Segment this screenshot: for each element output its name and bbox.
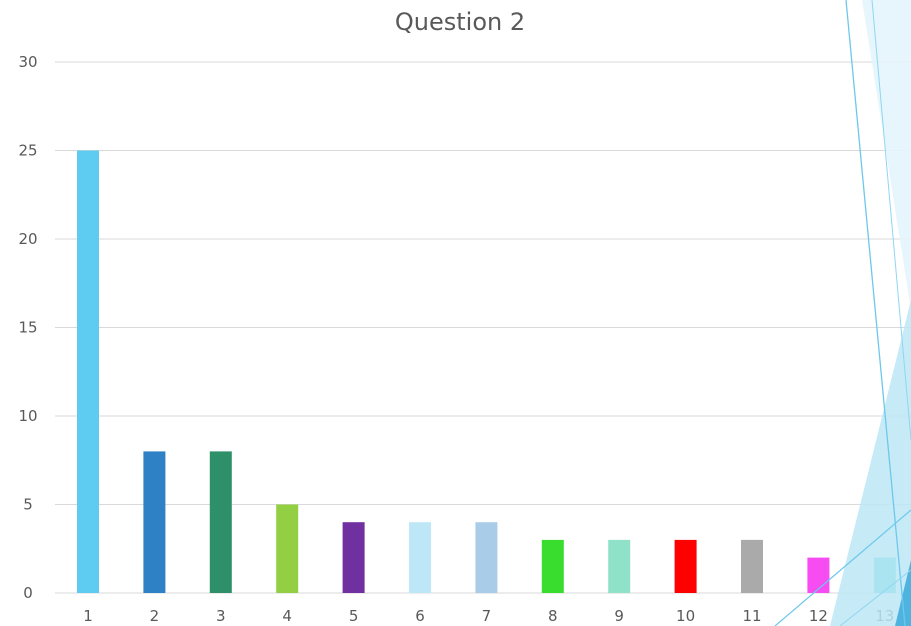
bar-8 bbox=[541, 539, 564, 593]
x-tick-label: 12 bbox=[809, 607, 828, 625]
x-tick-label: 3 bbox=[216, 607, 226, 625]
y-tick-label: 20 bbox=[18, 230, 37, 248]
x-tick-label: 2 bbox=[150, 607, 160, 625]
bar-13 bbox=[873, 557, 896, 593]
bar-1 bbox=[77, 150, 99, 593]
bar-9 bbox=[608, 539, 631, 593]
x-tick-label: 1 bbox=[83, 607, 93, 625]
y-axis-tick-labels: 0 5 10 15 20 25 30 bbox=[18, 53, 37, 602]
y-tick-label: 15 bbox=[18, 319, 37, 337]
y-tick-label: 10 bbox=[18, 407, 37, 425]
x-tick-label: 5 bbox=[349, 607, 359, 625]
bars bbox=[77, 150, 896, 593]
gridlines bbox=[55, 61, 911, 594]
x-tick-label: 11 bbox=[742, 607, 761, 625]
x-tick-label: 9 bbox=[614, 607, 624, 625]
x-tick-label: 7 bbox=[482, 607, 492, 625]
x-tick-label: 10 bbox=[676, 607, 695, 625]
x-tick-label: 4 bbox=[282, 607, 292, 625]
bar-12 bbox=[807, 557, 830, 593]
chart-title: Question 2 bbox=[394, 8, 526, 36]
bar-7 bbox=[475, 522, 498, 593]
bar-6 bbox=[409, 522, 431, 593]
x-tick-label: 8 bbox=[548, 607, 558, 625]
bar-5 bbox=[342, 522, 365, 593]
bar-11 bbox=[741, 539, 763, 593]
y-tick-label: 25 bbox=[18, 142, 37, 160]
x-axis-tick-labels: 1 2 3 4 5 6 7 8 9 10 11 12 13 bbox=[83, 607, 894, 625]
x-tick-label: 6 bbox=[415, 607, 425, 625]
y-tick-label: 0 bbox=[23, 584, 33, 602]
x-tick-label: 13 bbox=[875, 607, 894, 625]
bar-2 bbox=[143, 451, 166, 593]
bar-3 bbox=[209, 451, 232, 593]
bar-4 bbox=[276, 504, 299, 593]
y-tick-label: 5 bbox=[23, 496, 33, 514]
y-tick-label: 30 bbox=[18, 53, 37, 71]
bar-10 bbox=[674, 539, 697, 593]
